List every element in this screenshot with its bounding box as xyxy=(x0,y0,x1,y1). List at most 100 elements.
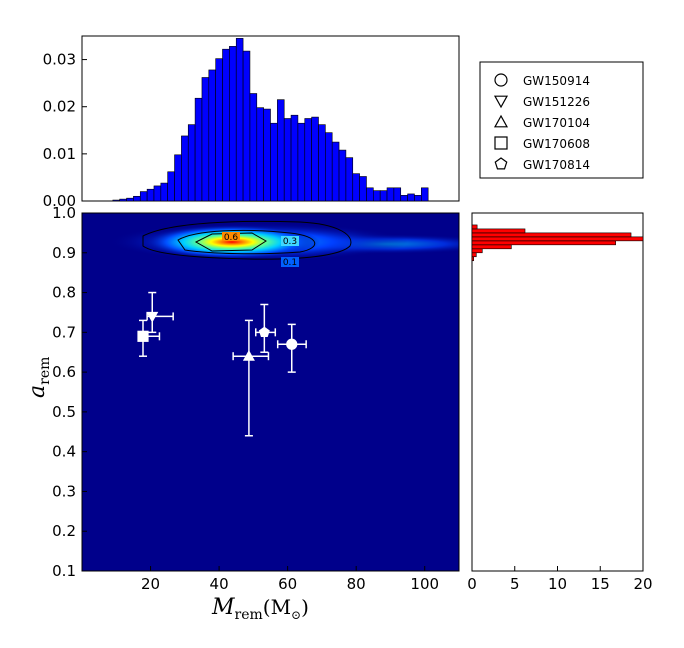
top-bar xyxy=(393,187,402,202)
right-histogram-bars xyxy=(471,224,644,262)
y-tick-label: 0.8 xyxy=(52,284,76,302)
top-bar xyxy=(201,77,210,202)
top-bar xyxy=(270,122,278,202)
top-bar xyxy=(187,124,196,202)
top-bar xyxy=(174,154,182,202)
right-bar xyxy=(471,240,616,246)
top-bar xyxy=(290,114,299,202)
top-bar xyxy=(379,190,388,202)
legend-entry-GW170814: GW170814 xyxy=(494,157,590,172)
top-y-tick-label: 0.03 xyxy=(43,51,76,69)
top-bar xyxy=(263,108,271,202)
contour-label-bg-0.6 xyxy=(222,232,240,241)
top-bar xyxy=(359,176,367,202)
legend-marker-triangle-down xyxy=(493,95,509,109)
right-x-ticks: 0 5 10 15 20 xyxy=(467,566,653,593)
top-bar xyxy=(249,93,258,202)
contour-label-0.6: 0.6 xyxy=(224,233,239,243)
top-bar xyxy=(414,195,422,202)
top-bar xyxy=(167,171,175,202)
legend-label: GW170814 xyxy=(523,158,590,172)
right-x-tick-label: 5 xyxy=(510,575,520,593)
contour-0.1 xyxy=(142,220,352,260)
legend: GW150914 GW151226 GW170104 GW170608 GW170814 xyxy=(479,61,644,179)
x-tick-label: 40 xyxy=(210,575,229,593)
x-tick-label: 60 xyxy=(278,575,297,593)
y-tick-label: 0.4 xyxy=(52,443,76,461)
right-bar xyxy=(471,248,483,254)
contour-0.6 xyxy=(194,232,267,252)
top-y-tick-label: 0.01 xyxy=(43,145,76,163)
y-tick-label: 0.3 xyxy=(52,482,76,500)
right-bar xyxy=(471,228,526,234)
right-bar xyxy=(471,236,644,242)
right-bar xyxy=(471,224,478,230)
top-bar xyxy=(311,116,319,202)
density-field xyxy=(82,213,459,571)
y-axis-label: arem xyxy=(25,357,53,398)
top-y-ticks: 0.00 0.01 0.02 0.03 xyxy=(43,51,87,210)
top-bar xyxy=(352,173,360,202)
legend-entry-GW151226: GW151226 xyxy=(493,95,590,109)
event-marker-pentagon xyxy=(258,326,270,337)
right-bar xyxy=(471,244,512,250)
top-bar xyxy=(229,46,237,202)
legend-entry-GW170608: GW170608 xyxy=(494,136,590,151)
top-bar xyxy=(153,185,162,202)
top-y-tick-label: 0.02 xyxy=(43,98,76,116)
contour-label-bg-0.3 xyxy=(281,236,299,246)
top-bar xyxy=(345,157,354,202)
top-bar xyxy=(194,97,203,202)
y-tick-label: 0.7 xyxy=(52,323,76,341)
top-bar xyxy=(277,99,285,202)
main-y-ticks: 0.1 0.2 0.3 0.4 0.5 0.6 0.7 0.8 0.9 1.0 xyxy=(52,204,87,580)
top-bar xyxy=(366,187,374,202)
top-histogram: 0.00 0.01 0.02 0.03 xyxy=(43,35,460,210)
legend-marker-circle xyxy=(494,73,508,87)
x-tick-label: 20 xyxy=(141,575,160,593)
legend-label: GW150914 xyxy=(523,74,590,88)
right-x-tick-label: 20 xyxy=(633,575,652,593)
y-tick-label: 0.9 xyxy=(52,244,76,262)
right-x-tick-label: 15 xyxy=(591,575,610,593)
top-bar xyxy=(181,135,189,202)
top-bar xyxy=(318,124,326,202)
legend-label: GW151226 xyxy=(523,95,590,109)
right-bar xyxy=(471,252,477,258)
contour-label-0.1: 0.1 xyxy=(283,258,297,268)
top-bar xyxy=(146,188,155,202)
event-GW170814 xyxy=(255,303,277,353)
top-bar xyxy=(338,149,347,202)
top-bar xyxy=(112,199,120,202)
legend-label: GW170608 xyxy=(523,137,590,151)
top-bar xyxy=(242,50,251,202)
event-GW170104 xyxy=(232,319,270,437)
y-tick-label: 0.2 xyxy=(52,522,76,540)
contour-0.3 xyxy=(177,229,316,255)
top-bar xyxy=(325,132,333,202)
legend-label: GW170104 xyxy=(523,116,590,130)
x-axis-label: Mrem(M⊙) xyxy=(211,595,309,623)
top-bar xyxy=(420,187,429,202)
y-tick-label: 0.5 xyxy=(52,403,76,421)
legend-entry-GW170104: GW170104 xyxy=(493,114,590,130)
x-tick-label: 80 xyxy=(347,575,366,593)
y-tick-label: 0.6 xyxy=(52,363,76,381)
top-bar xyxy=(235,38,244,202)
legend-marker-square xyxy=(494,136,508,150)
top-bar xyxy=(400,195,408,202)
legend-entry-GW150914: GW150914 xyxy=(494,73,590,88)
top-bar xyxy=(222,48,230,202)
top-bar xyxy=(407,193,415,202)
top-bar xyxy=(331,141,340,202)
event-marker-square xyxy=(137,330,149,342)
legend-marker-triangle-up xyxy=(493,114,509,128)
top-bar xyxy=(160,182,168,202)
y-tick-label: 1.0 xyxy=(52,204,76,222)
legend-marker-pentagon xyxy=(494,157,508,170)
event-marker-triangle-up xyxy=(242,349,255,361)
top-bar xyxy=(373,190,381,202)
top-histogram-bars xyxy=(112,38,429,202)
top-y-tick-label: 0.00 xyxy=(43,192,76,210)
contour-label-0.3: 0.3 xyxy=(283,237,297,247)
